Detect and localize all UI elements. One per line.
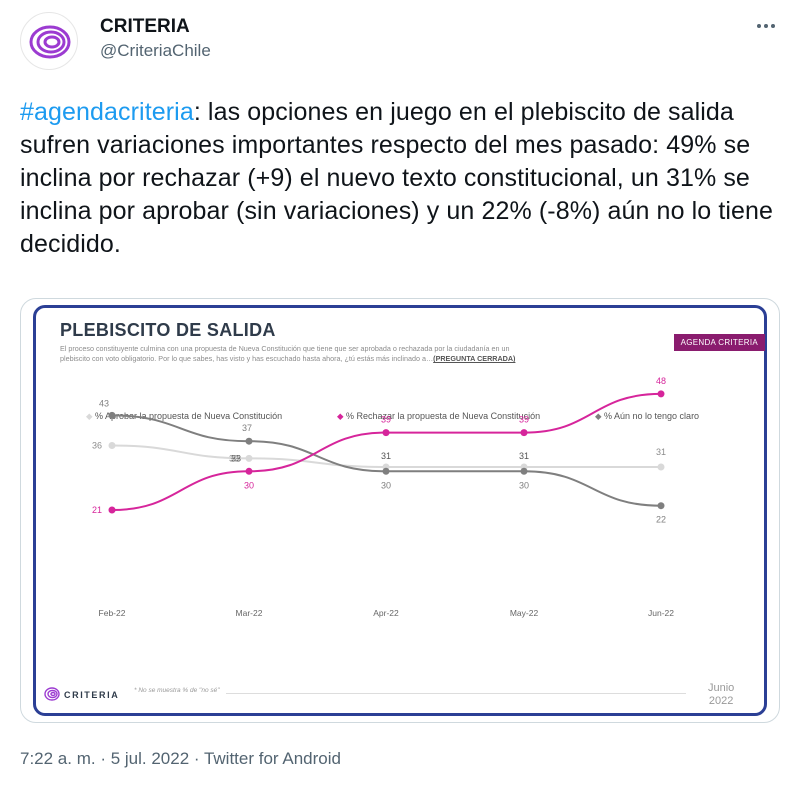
- user-handle[interactable]: @CriteriaChile: [100, 41, 211, 60]
- data-point: [108, 442, 116, 449]
- data-label: 30: [381, 480, 391, 490]
- tweet-header: CRITERIA @CriteriaChile: [20, 12, 780, 72]
- footnote: * No se muestra % de "no sé": [134, 687, 220, 694]
- data-label: 36: [92, 441, 102, 451]
- x-tick-label: Apr-22: [373, 608, 399, 618]
- tweet-body: : las opciones en juego en el plebiscito…: [20, 98, 774, 258]
- x-tick-label: Mar-22: [236, 608, 263, 618]
- data-point: [108, 411, 116, 419]
- subtitle-line-2: plebiscito con voto obligatorio. Por lo …: [60, 354, 434, 363]
- data-point: [245, 467, 253, 475]
- data-label: 30: [244, 480, 254, 490]
- legend-label: % Aprobar la propuesta de Nueva Constitu…: [95, 411, 282, 421]
- chart-slide: PLEBISCITO DE SALIDA El proceso constitu…: [33, 305, 767, 716]
- data-label: 33: [229, 453, 239, 463]
- data-label: 21: [92, 505, 102, 515]
- data-label: 31: [519, 451, 529, 461]
- footer-brand: CRITERIA: [64, 690, 119, 700]
- data-point: [657, 502, 665, 510]
- data-point: [382, 467, 390, 475]
- data-label: 37: [242, 423, 252, 433]
- display-name[interactable]: CRITERIA: [100, 16, 190, 37]
- line-chart: ◆% Aprobar la propuesta de Nueva Constit…: [86, 376, 699, 618]
- more-horizontal-icon[interactable]: [754, 14, 778, 38]
- x-tick-label: May-22: [510, 608, 539, 618]
- data-point: [657, 390, 665, 398]
- slide-subtitle: El proceso constituyente culmina con una…: [60, 344, 650, 364]
- question-tag: (PREGUNTA CERRADA): [433, 354, 516, 363]
- legend-label: % Aún no lo tengo claro: [604, 411, 699, 421]
- data-label: 48: [656, 376, 666, 386]
- tweet-text: #agendacriteria: las opciones en juego e…: [20, 96, 780, 261]
- data-label: 22: [656, 515, 666, 525]
- x-tick-label: Jun-22: [648, 608, 674, 618]
- data-label: 31: [381, 451, 391, 461]
- agenda-badge: AGENDA CRITERIA: [673, 334, 765, 351]
- data-label: 39: [381, 415, 391, 425]
- subtitle-line-1: El proceso constituyente culmina con una…: [60, 344, 510, 353]
- date-year: 2022: [708, 695, 734, 707]
- footer-logo: CRITERIA: [44, 686, 134, 707]
- data-label: 33: [231, 453, 241, 463]
- footer-divider: [226, 693, 686, 694]
- tweet-image[interactable]: PLEBISCITO DE SALIDA El proceso constitu…: [20, 298, 780, 723]
- data-point: [108, 506, 116, 514]
- legend-marker: ◆: [337, 411, 344, 421]
- hashtag-link[interactable]: #agendacriteria: [20, 98, 194, 126]
- criteria-logo-icon: [29, 25, 71, 59]
- data-label: 31: [656, 447, 666, 457]
- data-label: 30: [519, 480, 529, 490]
- legend-marker: ◆: [86, 411, 93, 421]
- legend-marker: ◆: [595, 411, 602, 421]
- data-point: [245, 437, 253, 445]
- date-stamp: Junio 2022: [708, 682, 734, 708]
- tweet-meta: 7:22 a. m. · 5 jul. 2022 · Twitter for A…: [20, 749, 341, 768]
- data-point: [657, 463, 665, 471]
- avatar[interactable]: [20, 12, 78, 70]
- data-point: [382, 429, 390, 437]
- data-label: 39: [519, 415, 529, 425]
- data-point: [520, 429, 528, 437]
- criteria-logo-icon: [44, 687, 60, 701]
- data-point: [245, 454, 253, 462]
- x-tick-label: Feb-22: [99, 608, 126, 618]
- data-point: [520, 467, 528, 475]
- legend-label: % Rechazar la propuesta de Nueva Constit…: [346, 411, 540, 421]
- slide-title: PLEBISCITO DE SALIDA: [60, 320, 276, 340]
- date-month: Junio: [708, 682, 735, 694]
- data-label: 43: [99, 398, 109, 408]
